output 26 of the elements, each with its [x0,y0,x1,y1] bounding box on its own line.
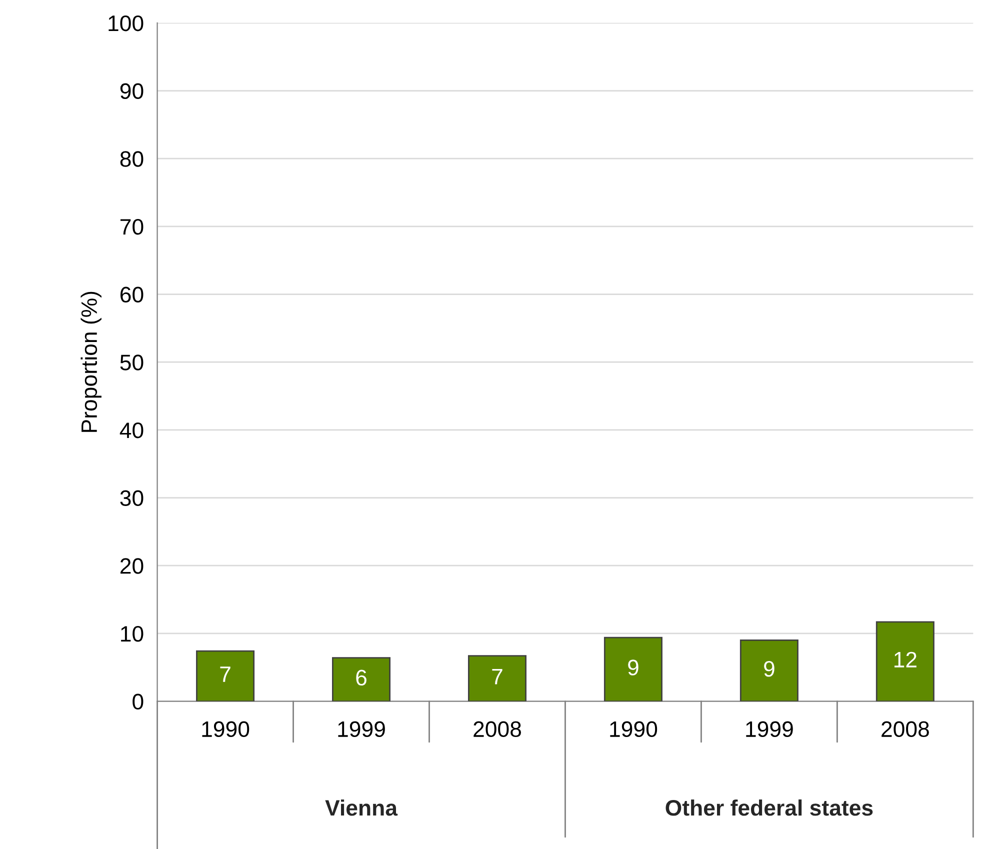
y-tick-label: 70 [120,218,144,235]
y-tick-label: 90 [120,83,144,100]
y-tick-label: 10 [121,626,144,642]
y-axis-title: Proportion (%) [80,292,102,432]
x-tick-label: 2008 [474,721,521,738]
data-label: 9 [764,660,774,677]
data-label: 6 [356,670,366,686]
x-tick-label: 1999 [746,721,793,738]
y-tick-label: 50 [120,354,144,370]
data-label: 7 [220,666,230,682]
x-tick-label: 2008 [882,721,929,738]
x-tick-label: 1990 [202,721,250,738]
data-label: 7 [492,669,502,684]
y-tick-label: 40 [120,422,144,438]
y-tick-label: 80 [120,151,144,167]
x-tick-label: 1999 [338,721,385,738]
x-tick-label: 1990 [610,721,658,738]
text: Vienna [325,799,398,816]
y-tick-label: 30 [120,490,144,506]
data-label: 12 [894,652,916,668]
y-tick-label: 100 [108,15,144,32]
y-tick-label: 20 [120,558,144,574]
y-tick-label: 0 [132,694,144,710]
y-tick-label: 60 [120,286,144,303]
text: Other federal states [666,799,873,816]
data-label: 9 [628,660,638,676]
